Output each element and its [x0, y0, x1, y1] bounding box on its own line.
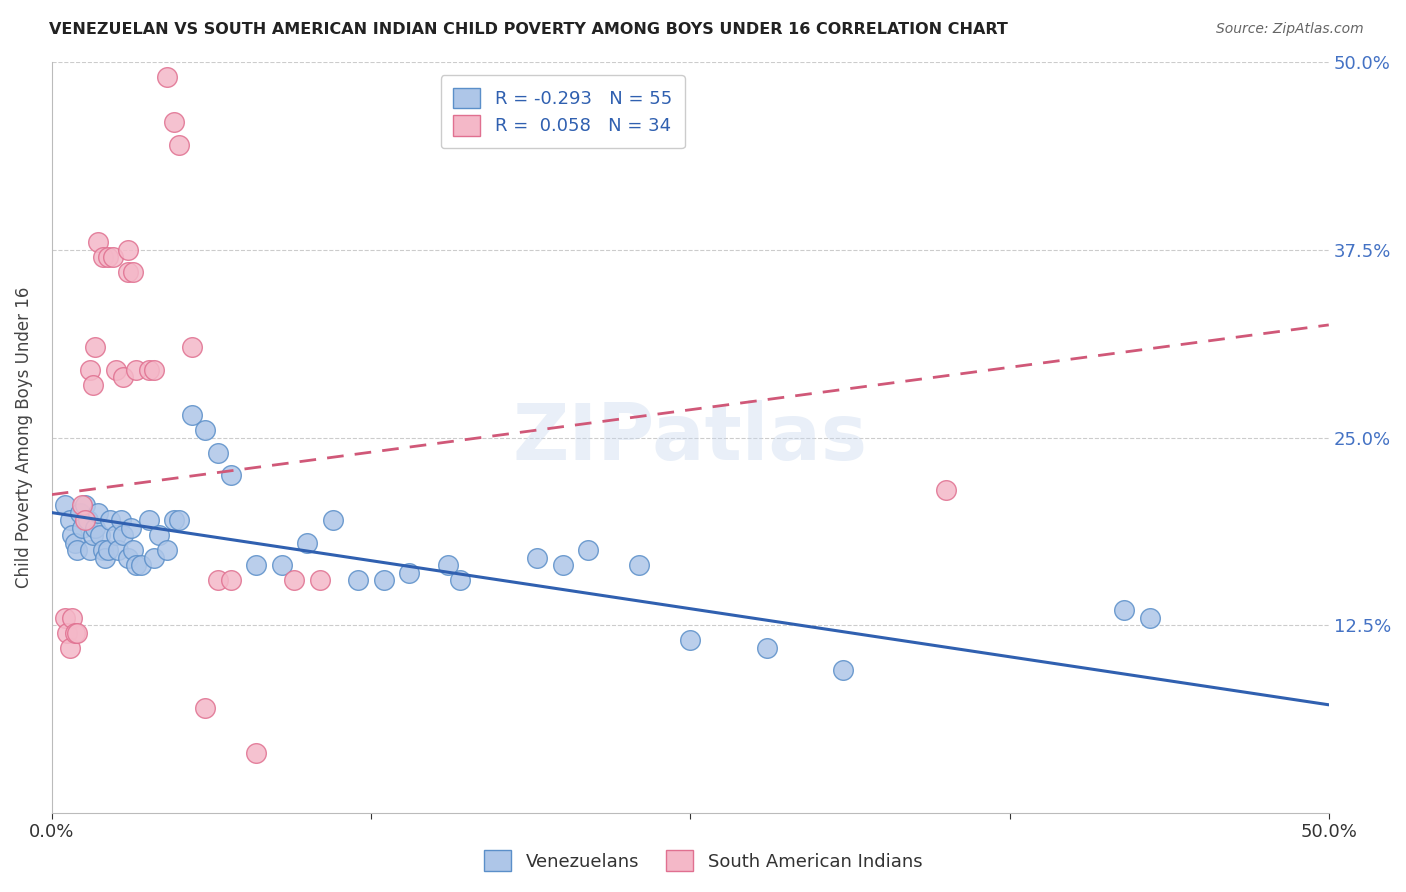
Point	[156, 70, 179, 84]
Point	[91, 250, 114, 264]
Point	[156, 543, 179, 558]
Point	[59, 513, 82, 527]
Point	[373, 573, 395, 587]
Point	[87, 235, 110, 250]
Point	[73, 513, 96, 527]
Point	[101, 250, 124, 264]
Point	[270, 558, 292, 573]
Point	[53, 610, 76, 624]
Point	[72, 498, 94, 512]
Point	[138, 363, 160, 377]
Point	[122, 265, 145, 279]
Point	[194, 700, 217, 714]
Point	[219, 573, 242, 587]
Point	[76, 513, 98, 527]
Point	[309, 573, 332, 587]
Point	[322, 513, 344, 527]
Point	[87, 506, 110, 520]
Point	[169, 513, 191, 527]
Point	[84, 520, 107, 534]
Point	[436, 558, 458, 573]
Point	[832, 663, 855, 677]
Text: Source: ZipAtlas.com: Source: ZipAtlas.com	[1216, 22, 1364, 37]
Point	[207, 445, 229, 459]
Point	[245, 746, 267, 760]
Point	[97, 543, 120, 558]
Point	[526, 550, 548, 565]
Point	[79, 543, 101, 558]
Point	[112, 528, 135, 542]
Point	[107, 543, 129, 558]
Point	[142, 550, 165, 565]
Point	[66, 625, 89, 640]
Point	[104, 528, 127, 542]
Point	[181, 340, 204, 354]
Point	[129, 558, 152, 573]
Point	[449, 573, 471, 587]
Point	[207, 573, 229, 587]
Point	[347, 573, 370, 587]
Point	[551, 558, 574, 573]
Point	[110, 513, 132, 527]
Point	[169, 137, 191, 152]
Point	[679, 633, 702, 648]
Point	[148, 528, 170, 542]
Point	[69, 506, 91, 520]
Point	[63, 535, 86, 549]
Point	[122, 543, 145, 558]
Point	[163, 115, 186, 129]
Legend: R = -0.293   N = 55, R =  0.058   N = 34: R = -0.293 N = 55, R = 0.058 N = 34	[440, 75, 685, 148]
Text: ZIPatlas: ZIPatlas	[513, 400, 868, 475]
Point	[91, 543, 114, 558]
Point	[935, 483, 957, 497]
Point	[60, 610, 83, 624]
Text: VENEZUELAN VS SOUTH AMERICAN INDIAN CHILD POVERTY AMONG BOYS UNDER 16 CORRELATIO: VENEZUELAN VS SOUTH AMERICAN INDIAN CHIL…	[49, 22, 1008, 37]
Point	[125, 363, 148, 377]
Point	[125, 558, 148, 573]
Point	[72, 520, 94, 534]
Point	[89, 528, 111, 542]
Point	[79, 363, 101, 377]
Point	[66, 543, 89, 558]
Point	[138, 513, 160, 527]
Point	[84, 340, 107, 354]
Point	[117, 550, 139, 565]
Point	[181, 408, 204, 422]
Point	[97, 250, 120, 264]
Point	[1114, 603, 1136, 617]
Point	[100, 513, 122, 527]
Point	[73, 498, 96, 512]
Point	[194, 423, 217, 437]
Point	[94, 550, 117, 565]
Point	[56, 625, 79, 640]
Point	[245, 558, 267, 573]
Point	[283, 573, 305, 587]
Point	[104, 363, 127, 377]
Point	[112, 370, 135, 384]
Point	[628, 558, 651, 573]
Point	[60, 528, 83, 542]
Point	[142, 363, 165, 377]
Point	[59, 640, 82, 655]
Point	[120, 520, 142, 534]
Point	[82, 528, 104, 542]
Point	[1139, 610, 1161, 624]
Point	[53, 498, 76, 512]
Point	[576, 543, 599, 558]
Point	[82, 378, 104, 392]
Point	[117, 243, 139, 257]
Point	[117, 265, 139, 279]
Point	[163, 513, 186, 527]
Point	[219, 468, 242, 483]
Point	[755, 640, 778, 655]
Point	[295, 535, 318, 549]
Point	[398, 566, 420, 580]
Point	[63, 625, 86, 640]
Y-axis label: Child Poverty Among Boys Under 16: Child Poverty Among Boys Under 16	[15, 287, 32, 588]
Legend: Venezuelans, South American Indians: Venezuelans, South American Indians	[477, 843, 929, 879]
